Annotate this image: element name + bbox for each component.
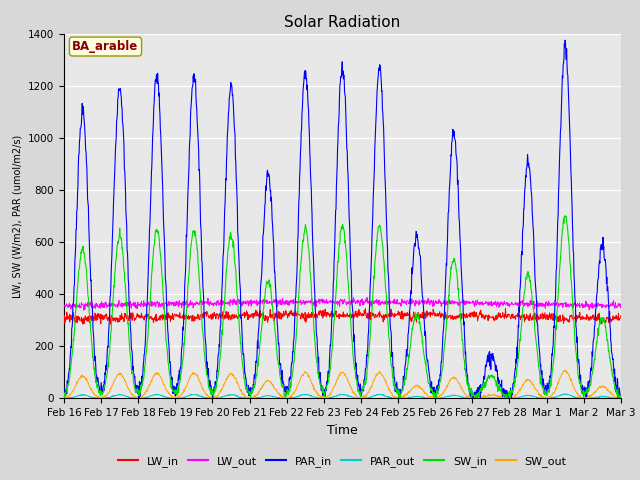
Line: PAR_in: PAR_in <box>64 40 621 398</box>
SW_out <box>60 395 68 400</box>
SW_out <box>562 368 570 373</box>
X-axis label: Time: Time <box>327 424 358 437</box>
SW_out <box>61 396 69 401</box>
LW_in <box>552 313 559 319</box>
LW_out <box>429 298 437 303</box>
Line: LW_out: LW_out <box>64 298 621 310</box>
SW_out <box>551 388 559 394</box>
PAR_out <box>184 393 192 399</box>
PAR_out <box>60 396 68 401</box>
SW_out <box>429 395 437 400</box>
SW_in <box>617 395 625 401</box>
LW_out <box>60 303 68 309</box>
LW_out <box>246 300 254 306</box>
PAR_in <box>561 37 569 43</box>
SW_in <box>502 396 509 401</box>
SW_in <box>60 396 68 401</box>
PAR_in <box>502 389 509 395</box>
PAR_in <box>184 193 191 199</box>
PAR_out <box>502 395 509 401</box>
PAR_out <box>61 396 68 401</box>
LW_out <box>363 295 371 300</box>
Legend: LW_in, LW_out, PAR_in, PAR_out, SW_in, SW_out: LW_in, LW_out, PAR_in, PAR_out, SW_in, S… <box>114 451 571 471</box>
LW_in <box>184 315 192 321</box>
PAR_in <box>209 396 216 401</box>
SW_out <box>184 379 192 384</box>
LW_out <box>502 301 510 307</box>
LW_in <box>246 314 254 320</box>
SW_in <box>551 346 559 352</box>
Y-axis label: LW, SW (W/m2), PAR (umol/m2/s): LW, SW (W/m2), PAR (umol/m2/s) <box>12 134 22 298</box>
LW_out <box>184 301 192 307</box>
SW_out <box>617 395 625 401</box>
PAR_in <box>429 389 437 395</box>
SW_out <box>502 394 509 400</box>
LW_in <box>107 321 115 327</box>
SW_out <box>171 394 179 400</box>
PAR_out <box>617 396 625 401</box>
PAR_out <box>246 396 254 401</box>
LW_in <box>429 306 437 312</box>
LW_in <box>60 313 68 319</box>
Line: PAR_out: PAR_out <box>64 394 621 398</box>
PAR_in <box>617 396 625 401</box>
SW_out <box>246 396 254 401</box>
PAR_in <box>551 298 559 303</box>
PAR_in <box>60 385 68 391</box>
SW_in <box>184 284 191 290</box>
LW_in <box>502 314 510 320</box>
LW_out <box>552 302 559 308</box>
SW_in <box>561 213 568 219</box>
SW_in <box>429 391 436 397</box>
LW_out <box>617 304 625 310</box>
LW_in <box>171 311 179 317</box>
Text: BA_arable: BA_arable <box>72 40 139 53</box>
SW_in <box>246 389 254 395</box>
LW_out <box>171 303 179 309</box>
PAR_out <box>171 396 179 401</box>
PAR_out <box>551 394 559 400</box>
Title: Solar Radiation: Solar Radiation <box>284 15 401 30</box>
Line: SW_in: SW_in <box>64 216 621 398</box>
LW_in <box>617 313 625 319</box>
Line: SW_out: SW_out <box>64 371 621 398</box>
PAR_in <box>246 390 254 396</box>
LW_out <box>80 307 88 313</box>
Line: LW_in: LW_in <box>64 309 621 324</box>
PAR_in <box>170 387 178 393</box>
PAR_out <box>563 391 570 396</box>
PAR_out <box>429 396 437 401</box>
LW_in <box>502 306 509 312</box>
SW_in <box>170 389 178 395</box>
